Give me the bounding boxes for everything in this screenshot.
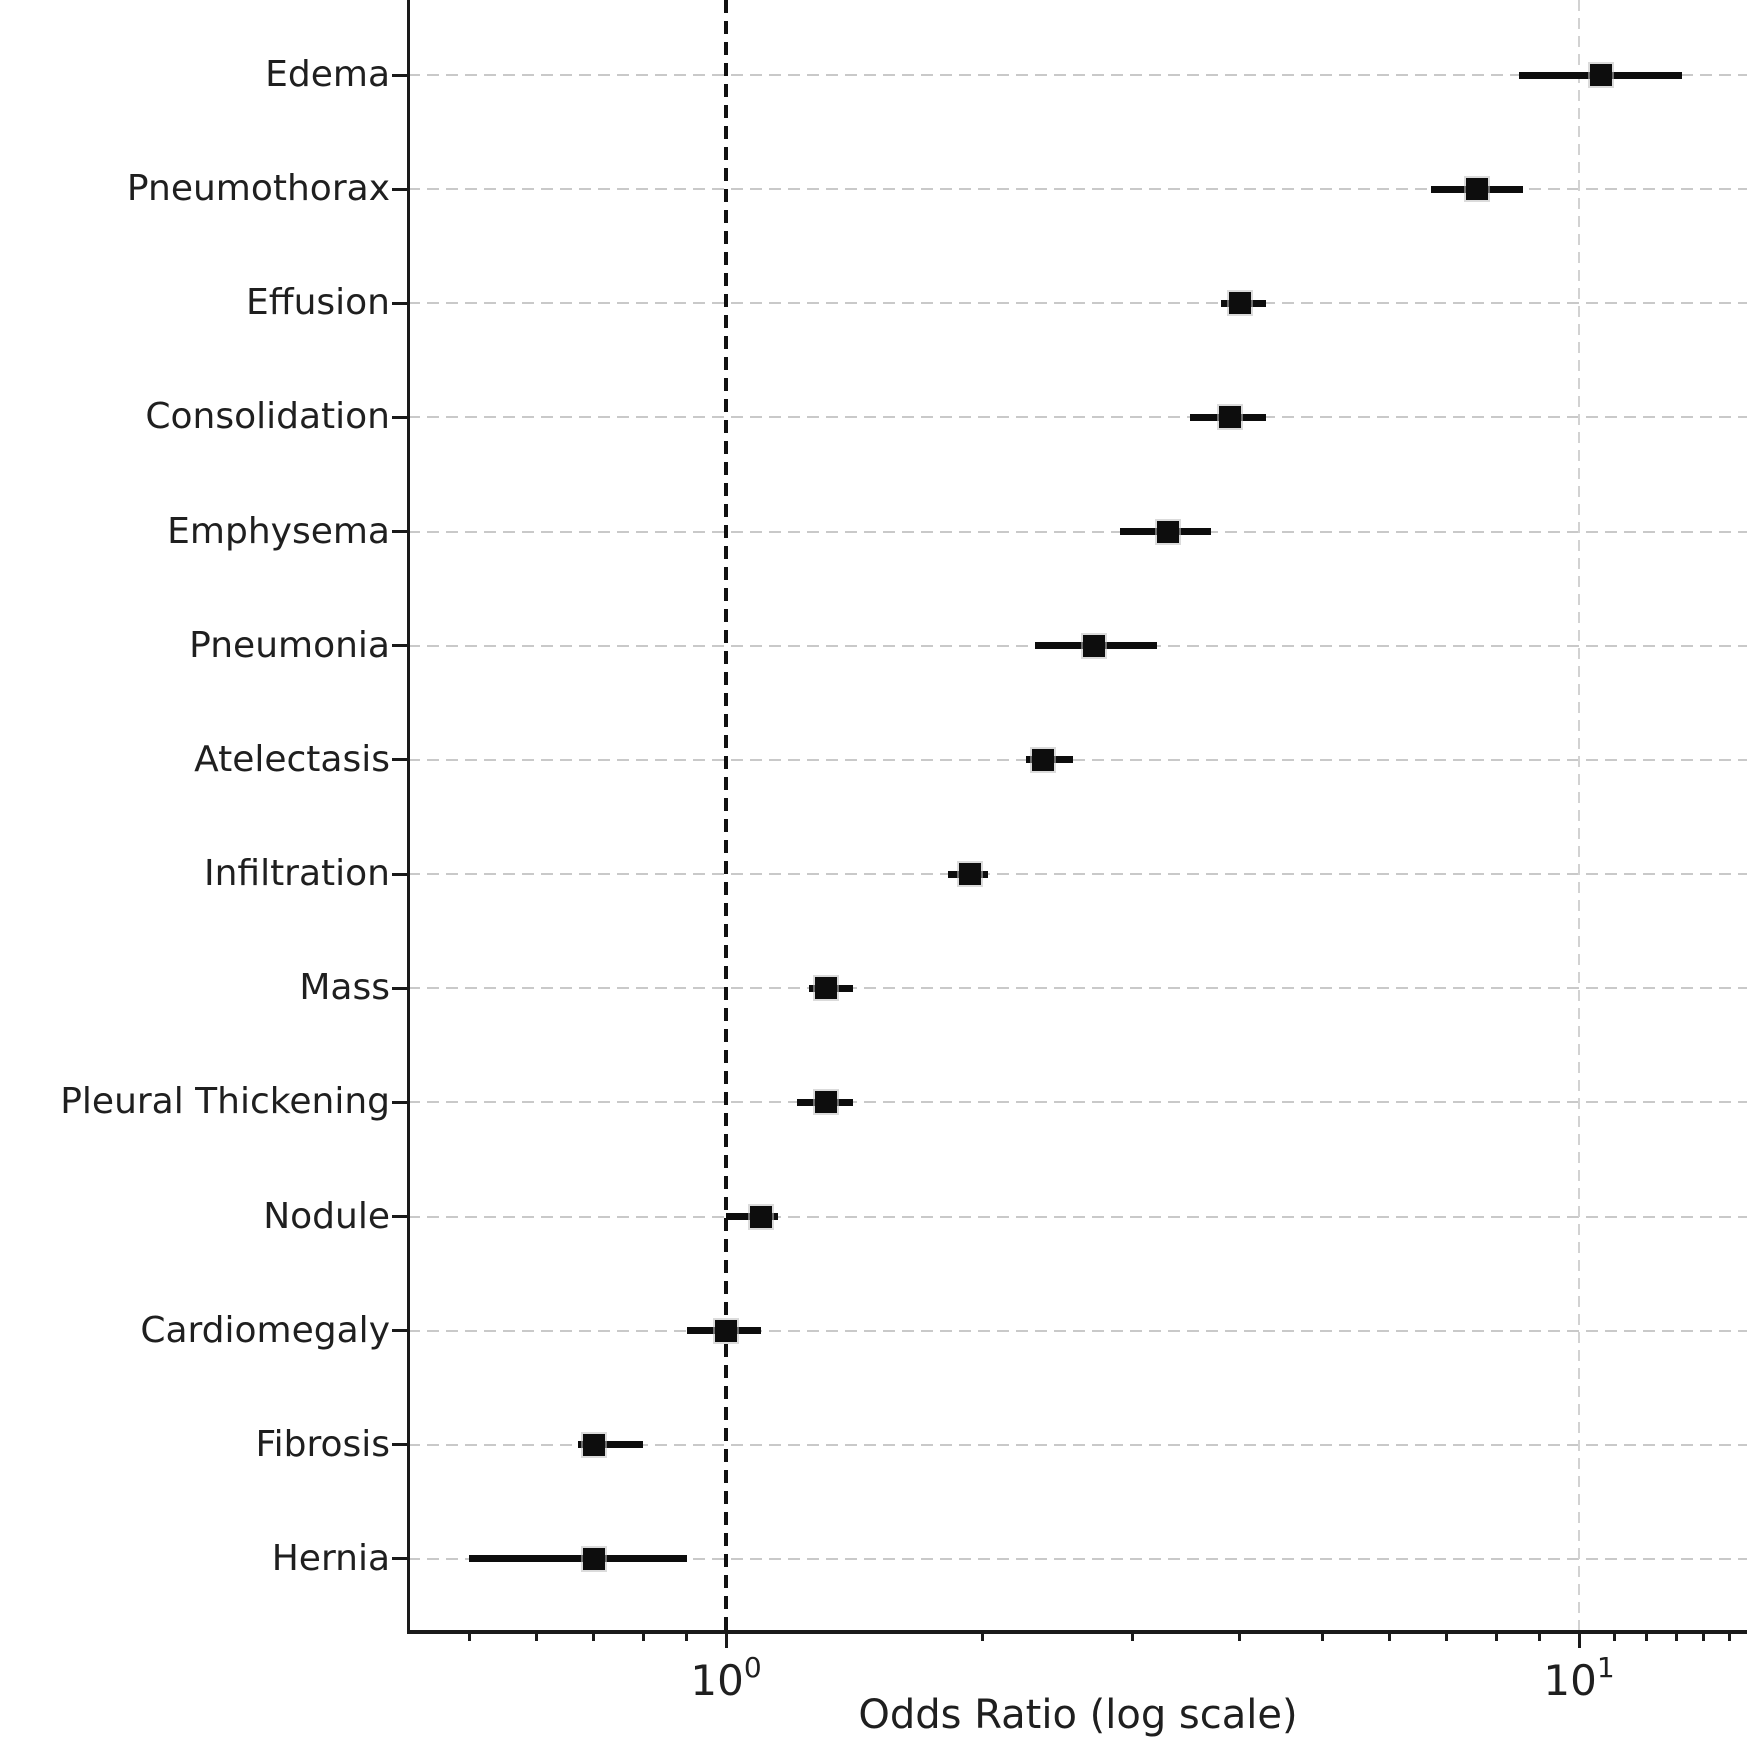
x-minor-tick — [641, 1632, 645, 1641]
y-tick-label: Atelectasis — [194, 738, 390, 780]
x-minor-tick — [1538, 1632, 1542, 1641]
y-tick-label: Fibrosis — [255, 1423, 391, 1465]
x-major-tick — [724, 1632, 728, 1648]
y-tick — [392, 986, 408, 990]
x-minor-tick — [1494, 1632, 1498, 1641]
odds-ratio-marker — [582, 1547, 605, 1570]
gridline-horizontal — [408, 74, 1747, 76]
odds-ratio-marker — [1082, 634, 1105, 657]
y-tick — [392, 415, 408, 419]
x-minor-tick — [467, 1632, 471, 1641]
gridline-horizontal — [408, 530, 1747, 533]
reference-line-or-1 — [724, 0, 728, 1632]
x-minor-tick — [1645, 1632, 1649, 1641]
x-minor-tick — [535, 1632, 539, 1641]
y-tick-label: Nodule — [263, 1195, 390, 1237]
gridline-horizontal — [408, 302, 1747, 305]
x-axis-title: Odds Ratio (log scale) — [858, 1692, 1298, 1738]
y-tick — [392, 530, 408, 534]
x-minor-tick — [592, 1632, 596, 1641]
gridline-horizontal — [408, 873, 1747, 876]
y-tick — [392, 1557, 408, 1561]
y-tick — [392, 758, 408, 762]
x-minor-tick — [1702, 1632, 1706, 1641]
gridline-horizontal — [408, 987, 1747, 990]
odds-ratio-marker — [1219, 406, 1242, 429]
y-tick-label: Pleural Thickening — [60, 1081, 390, 1123]
gridline-horizontal — [408, 1215, 1747, 1218]
odds-ratio-marker — [815, 977, 838, 1000]
x-minor-tick — [981, 1632, 985, 1641]
odds-ratio-marker — [1228, 292, 1251, 315]
odds-ratio-marker — [715, 1319, 737, 1342]
x-tick-label: 101 — [1543, 1651, 1615, 1705]
y-tick — [392, 187, 408, 191]
x-tick-label: 100 — [690, 1651, 762, 1705]
x-axis-spine — [407, 1630, 1747, 1634]
gridline-horizontal — [408, 758, 1747, 761]
y-tick — [392, 1329, 408, 1333]
x-minor-tick — [1388, 1632, 1392, 1641]
y-tick-label: Mass — [299, 967, 390, 1009]
x-minor-tick — [1612, 1632, 1616, 1641]
x-major-tick — [1577, 1632, 1581, 1648]
odds-ratio-marker — [1157, 520, 1180, 543]
gridline-horizontal — [408, 416, 1747, 419]
odds-ratio-marker — [1031, 748, 1054, 771]
y-tick-label: Pneumonia — [189, 624, 390, 666]
gridline-horizontal — [408, 1101, 1747, 1104]
y-tick — [392, 1100, 408, 1104]
odds-ratio-marker — [958, 863, 981, 886]
gridline-horizontal — [408, 1443, 1747, 1446]
x-minor-tick — [1727, 1632, 1731, 1641]
odds-ratio-marker — [1466, 178, 1489, 201]
odds-ratio-marker — [1589, 64, 1612, 86]
y-tick-label: Pneumothorax — [126, 168, 390, 210]
y-tick-label: Hernia — [271, 1537, 390, 1579]
y-tick-label: Cardiomegaly — [140, 1309, 390, 1351]
y-tick — [392, 1215, 408, 1218]
gridline-horizontal — [408, 1329, 1747, 1332]
y-axis-spine — [407, 0, 410, 1632]
y-tick-label: Effusion — [246, 282, 390, 324]
x-minor-tick — [1238, 1632, 1242, 1641]
y-tick-label: Emphysema — [167, 510, 390, 552]
y-tick-label: Edema — [265, 54, 390, 95]
y-tick — [392, 73, 408, 77]
confidence-interval-bar — [469, 1555, 687, 1563]
y-tick-label: Consolidation — [145, 396, 390, 438]
y-tick — [392, 644, 408, 648]
y-tick-label: Infiltration — [203, 853, 390, 895]
gridline-horizontal — [408, 188, 1747, 191]
odds-ratio-marker — [815, 1091, 838, 1114]
x-minor-tick — [1320, 1632, 1324, 1641]
x-minor-tick — [1674, 1632, 1678, 1641]
x-minor-tick — [685, 1632, 689, 1641]
odds-ratio-marker — [750, 1205, 773, 1228]
x-minor-tick — [1131, 1632, 1135, 1641]
gridline-vertical — [1578, 0, 1580, 1632]
odds-ratio-marker — [582, 1433, 605, 1456]
x-minor-tick — [1445, 1632, 1449, 1641]
y-tick — [392, 872, 408, 876]
gridline-horizontal — [408, 1557, 1747, 1560]
y-tick — [392, 1443, 408, 1447]
confidence-interval-bar — [577, 1441, 644, 1449]
y-tick — [392, 301, 408, 305]
